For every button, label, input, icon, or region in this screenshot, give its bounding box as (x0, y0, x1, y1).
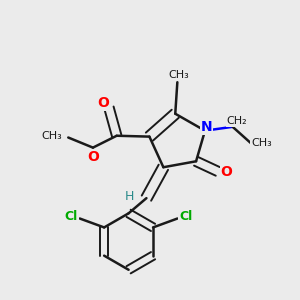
Text: CH₃: CH₃ (251, 139, 272, 148)
Text: Cl: Cl (65, 210, 78, 223)
Text: CH₃: CH₃ (168, 70, 189, 80)
Text: Cl: Cl (179, 210, 192, 223)
Text: O: O (221, 165, 232, 179)
Text: CH₂: CH₂ (226, 116, 247, 126)
Text: H: H (124, 190, 134, 203)
Text: N: N (200, 120, 212, 134)
Text: O: O (87, 149, 99, 164)
Text: CH₃: CH₃ (41, 131, 62, 141)
Text: O: O (97, 96, 109, 110)
